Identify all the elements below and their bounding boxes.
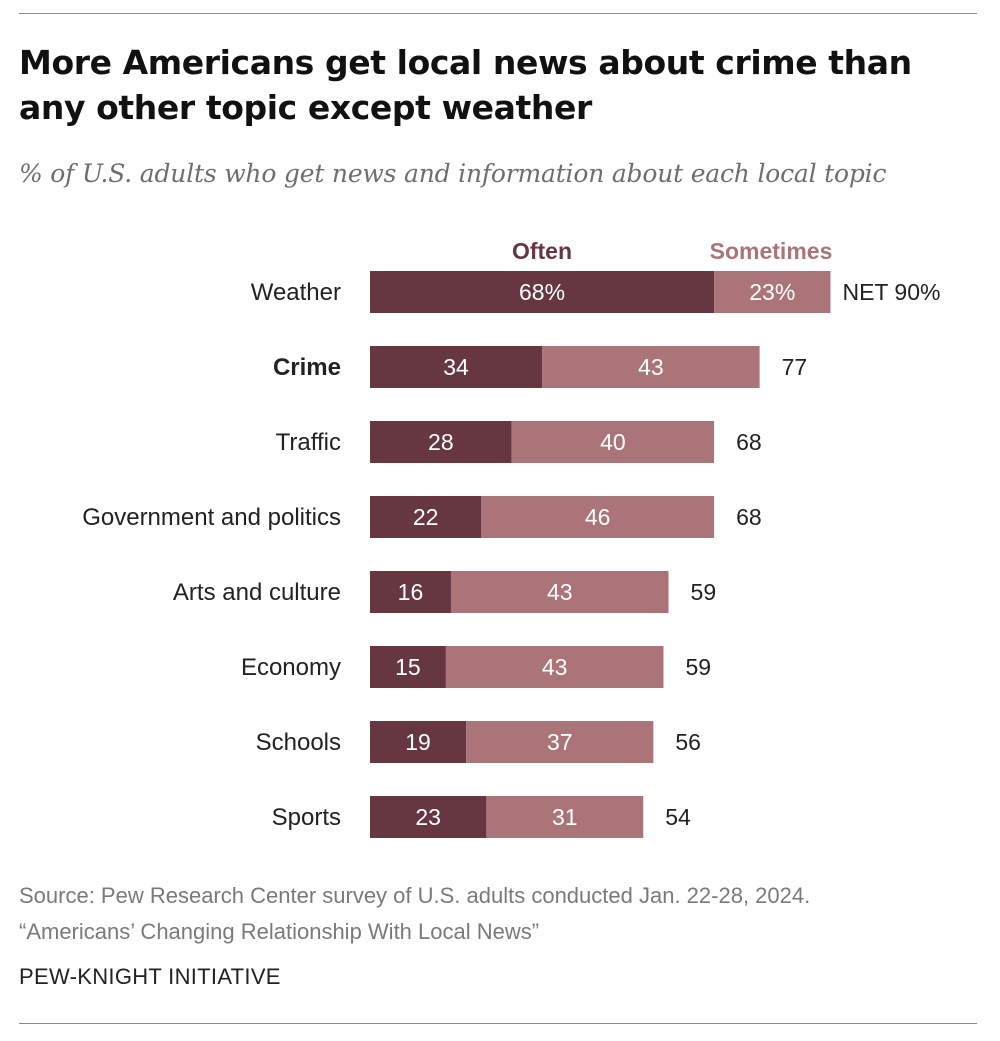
bar-often: [370, 721, 467, 763]
bar-often: [370, 571, 451, 613]
sometimes-value-label: 43: [638, 354, 664, 380]
net-value-label: NET 90%: [842, 279, 940, 305]
bar-sometimes: [511, 421, 715, 463]
net-value-label: 54: [665, 804, 691, 830]
sometimes-value-label: 31: [552, 804, 578, 830]
bar-sometimes: [466, 721, 654, 763]
organization-label: PEW-KNIGHT INITIATIVE: [19, 964, 281, 989]
bar-often: [370, 421, 512, 463]
sometimes-value-label: 43: [542, 654, 568, 680]
top-rule: [19, 13, 977, 14]
category-label: Government and politics: [82, 504, 341, 531]
source-note: Source: Pew Research Center survey of U.…: [19, 878, 984, 950]
chart-subtitle: % of U.S. adults who get news and inform…: [19, 159, 887, 188]
category-label: Economy: [241, 654, 341, 681]
net-value-label: 59: [685, 654, 711, 680]
often-value-label: 68%: [519, 279, 565, 305]
net-value-label: 59: [691, 579, 717, 605]
often-value-label: 23: [415, 804, 441, 830]
bar-sometimes: [481, 496, 715, 538]
often-value-label: 19: [405, 729, 431, 755]
sometimes-value-label: 43: [547, 579, 573, 605]
category-label: Schools: [256, 729, 341, 756]
bar-often: [370, 646, 446, 688]
often-value-label: 34: [443, 354, 469, 380]
sometimes-value-label: 23%: [749, 279, 795, 305]
sometimes-value-label: 40: [600, 429, 626, 455]
category-label: Weather: [251, 279, 341, 306]
category-label: Sports: [272, 804, 341, 831]
sometimes-value-label: 37: [547, 729, 573, 755]
bar-often: [370, 496, 482, 538]
chart-title: More Americans get local news about crim…: [19, 43, 912, 127]
category-label: Traffic: [276, 429, 341, 456]
stacked-bar-chart: Often Sometimes Weather 68% 23% NET 90% Crime 3…: [82, 238, 940, 838]
bar-sometimes: [450, 571, 669, 613]
often-value-label: 15: [395, 654, 421, 680]
bar-often: [370, 796, 487, 838]
category-label: Crime: [273, 354, 341, 381]
legend-often: Often: [512, 238, 572, 264]
source-line-2: “Americans’ Changing Relationship With L…: [19, 919, 540, 944]
bottom-rule: [19, 1023, 977, 1024]
net-value-label: 68: [736, 504, 762, 530]
bar-sometimes: [714, 271, 831, 313]
sometimes-value-label: 46: [585, 504, 611, 530]
often-value-label: 22: [413, 504, 439, 530]
legend-sometimes: Sometimes: [710, 238, 833, 264]
bar-often: [370, 346, 543, 388]
net-value-label: 56: [675, 729, 701, 755]
category-label: Arts and culture: [173, 579, 341, 606]
net-value-label: 77: [782, 354, 808, 380]
often-value-label: 16: [398, 579, 424, 605]
bar-sometimes: [542, 346, 760, 388]
bar-sometimes: [445, 646, 664, 688]
bar-often: [370, 271, 715, 313]
bar-sometimes: [486, 796, 644, 838]
source-line-1: Source: Pew Research Center survey of U.…: [19, 883, 811, 908]
net-value-label: 68: [736, 429, 762, 455]
often-value-label: 28: [428, 429, 454, 455]
